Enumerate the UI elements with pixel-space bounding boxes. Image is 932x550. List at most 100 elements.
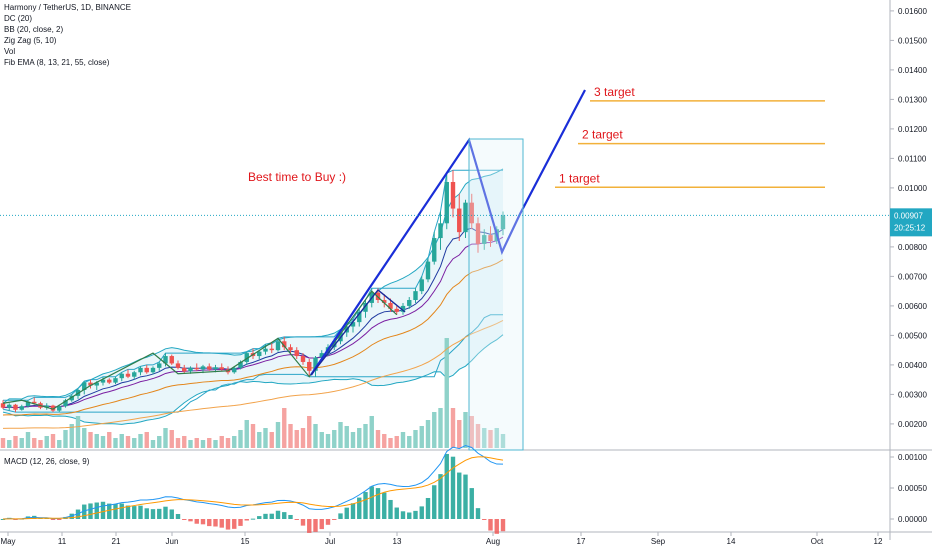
candle-body: [288, 347, 293, 351]
fib-ema-line: [2, 259, 504, 416]
candle-body: [57, 406, 62, 411]
volume-bar: [38, 440, 43, 448]
candle-body: [213, 367, 218, 370]
volume-bar: [344, 426, 349, 448]
x-tick-label: 21: [112, 537, 121, 546]
candle-body: [113, 378, 118, 383]
macd-tick-label: 0.00100: [898, 453, 927, 462]
volume-bar: [19, 438, 24, 448]
volume-bar: [475, 424, 481, 448]
candle-body: [419, 279, 424, 292]
price-tag-bg: [890, 208, 932, 237]
macd-histogram-bar: [413, 510, 418, 519]
volume-bar: [57, 440, 62, 448]
volume-bar: [194, 438, 199, 448]
macd-histogram-bar: [225, 519, 231, 530]
macd-histogram-bar: [257, 516, 262, 519]
y-tick-label: 0.00700: [898, 272, 927, 281]
x-tick-label: Sep: [651, 537, 666, 546]
pattern-path: [310, 289, 406, 376]
macd-histogram-bar: [244, 519, 249, 521]
macd-histogram-bar: [300, 519, 306, 526]
candle-body: [0, 403, 6, 408]
volume-bar: [232, 436, 237, 448]
volume-bar: [269, 432, 274, 448]
volume-bar: [419, 426, 424, 448]
candle-body: [482, 235, 487, 244]
macd-histogram-bar: [319, 519, 324, 530]
volume-bar: [132, 438, 137, 448]
y-tick-label: 0.01500: [898, 36, 927, 45]
macd-histogram-bar: [82, 504, 87, 519]
volume-bar: [482, 428, 487, 448]
macd-histogram-bar: [494, 519, 499, 534]
volume-bar: [144, 432, 149, 448]
candle-body: [13, 404, 18, 410]
macd-histogram-bar: [213, 519, 218, 527]
candle-body: [357, 311, 362, 323]
candle-body: [88, 382, 93, 386]
candle-body: [207, 366, 212, 370]
x-tick-label: 13: [393, 537, 402, 546]
macd-histogram-bar: [0, 519, 6, 520]
volume-bar: [200, 440, 206, 448]
volume-bar: [94, 434, 99, 448]
candle-body: [488, 235, 493, 241]
macd-histogram-bar: [144, 508, 149, 519]
macd-histogram-bar: [269, 513, 274, 519]
volume-bar: [150, 440, 156, 448]
volume-bar: [157, 436, 162, 448]
volume-bar: [138, 434, 143, 448]
candle-body: [63, 400, 68, 407]
volume-bar: [332, 430, 337, 448]
candle-body: [475, 223, 481, 244]
candle-body: [107, 379, 112, 383]
candle-body: [19, 406, 24, 410]
y-tick-label: 0.00500: [898, 331, 927, 340]
macd-histogram-bar: [75, 509, 81, 519]
x-tick-label: 12: [874, 537, 883, 546]
candle-body: [438, 223, 443, 239]
candle-body: [332, 341, 337, 348]
macd-histogram-bar: [369, 486, 374, 519]
indicator-vol[interactable]: Vol: [4, 47, 16, 56]
volume-bar: [163, 428, 168, 448]
macd-histogram-bar: [438, 474, 443, 519]
candle-body: [150, 367, 156, 373]
indicator-dc[interactable]: DC (20): [4, 14, 33, 23]
volume-bar: [488, 430, 493, 448]
volume-bar: [0, 438, 6, 448]
volume-bar: [250, 424, 256, 448]
fib-ema-line: [2, 236, 504, 409]
macd-histogram-bar: [382, 492, 387, 519]
candle-body: [94, 382, 99, 386]
indicator-zigzag[interactable]: Zig Zag (5, 10): [4, 36, 57, 45]
candle-body: [238, 361, 243, 368]
volume-bar: [32, 438, 37, 448]
candle-body: [275, 341, 281, 351]
y-tick-label: 0.00600: [898, 302, 927, 311]
chart-title[interactable]: Harmony / TetherUS, 1D, BINANCE: [4, 3, 132, 12]
candle-body: [432, 238, 437, 262]
macd-legend[interactable]: MACD (12, 26, close, 9): [4, 457, 90, 466]
projection-path: [310, 89, 586, 376]
candle-body: [7, 404, 12, 408]
indicator-fib-ema[interactable]: Fib EMA (8, 13, 21, 55, close): [4, 58, 110, 67]
macd-histogram-bar: [450, 456, 456, 519]
y-tick-label: 0.00300: [898, 390, 927, 399]
indicator-bb[interactable]: BB (20, close, 2): [4, 25, 64, 34]
candle-body: [257, 351, 262, 357]
volume-bar: [107, 432, 112, 448]
volume-bar: [25, 432, 31, 448]
candle-body: [138, 367, 143, 373]
volume-bar: [188, 440, 193, 448]
volume-bar: [438, 408, 443, 448]
candle-body: [200, 366, 206, 370]
macd-histogram-bar: [325, 519, 331, 525]
macd-histogram-bar: [275, 510, 281, 519]
macd-histogram-bar: [107, 503, 112, 519]
fib-ema-line: [2, 227, 504, 409]
volume-bar: [450, 408, 456, 448]
